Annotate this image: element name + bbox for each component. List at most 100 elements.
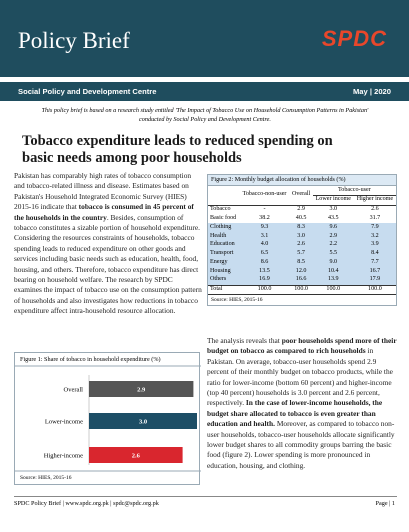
column-header: Higher income [353, 195, 396, 206]
cell: 8.5 [289, 258, 313, 268]
bar [89, 381, 194, 397]
cell: 2.6 [371, 206, 379, 213]
table-row: Education 4.0 2.6 2.2 3.9 [208, 240, 396, 250]
bold-text: tobacco is consumed in 45 percent of the… [14, 202, 194, 222]
right-text: The analysis reveals that poor household… [207, 336, 397, 471]
header-row: Lower income Higher income [208, 195, 396, 206]
cell: 17.9 [353, 275, 396, 286]
cell: 100.0 [239, 284, 290, 295]
cell: 100.0 [353, 284, 396, 295]
cell: 4.0 [239, 240, 290, 250]
text: The analysis reveals that [207, 336, 282, 345]
cell: 7.7 [353, 258, 396, 268]
footer-rule [14, 496, 397, 497]
chart-title: Figure 1: Share of tobacco in household … [20, 356, 161, 363]
text: Moreover, as compared to tobacco non-use… [207, 419, 395, 470]
table-row: Housing 13.5 12.0 10.4 16.7 [208, 267, 396, 276]
category-label: Higher-income [44, 452, 83, 459]
cell: 5.7 [289, 249, 313, 259]
left-text: Pakistan has comparably high rates of to… [14, 171, 202, 317]
cell: 7.9 [353, 223, 396, 232]
logo: SPDC [321, 26, 387, 51]
cell: Tobacco [210, 206, 231, 213]
figure-1: Figure 1: Share of tobacco in household … [14, 352, 201, 485]
cell: 6.5 [239, 249, 290, 259]
cell: 12.0 [289, 267, 313, 276]
cell: 16.7 [353, 267, 396, 276]
bold-text: In the case of lower-income households, … [207, 398, 383, 429]
cell: 3.0 [329, 206, 338, 213]
footer-left: SPDC Policy Brief | www.spdc.org.pk | sp… [14, 500, 159, 507]
table-row: Energy 8.6 8.5 9.0 7.7 [208, 258, 396, 268]
cell: 5.5 [312, 249, 354, 259]
cell: 16.6 [289, 275, 313, 286]
cell: 10.4 [312, 267, 354, 276]
cell: 2.2 [312, 240, 354, 250]
cell: Others [208, 275, 240, 286]
table-row: Total 100.0 100.0 100.0 100.0 [208, 284, 396, 295]
date: May | 2020 [352, 87, 391, 96]
cell: Total [208, 284, 240, 295]
text: . Besides, consumption of tobacco consti… [14, 212, 202, 316]
table-source: Source: HIES, 2015-16 [208, 294, 396, 305]
table-row: Basic food 38.2 40.5 43.5 31.7 [208, 214, 396, 223]
cell: Education [208, 240, 240, 250]
heading: Tobacco expenditure leads to reduced spe… [22, 133, 333, 166]
cell: Basic food [210, 214, 237, 221]
bar [89, 447, 183, 463]
cell: Clothing [208, 223, 240, 232]
bar [89, 413, 197, 429]
category-label: Lower-income [45, 418, 83, 425]
organization: Social Policy and Development Centre [18, 87, 157, 96]
table-row: Tobacco - 2.9 3.0 2.6 [208, 205, 396, 214]
header-cell [208, 186, 240, 206]
cell: 9.6 [312, 223, 354, 232]
cell: 8.3 [289, 223, 313, 232]
value-label: 3.0 [139, 418, 147, 425]
figure-2: Figure 2: Monthly budget allocation of h… [207, 174, 397, 307]
table-title: Figure 2: Monthly budget allocation of h… [208, 175, 396, 186]
cell: 13.9 [312, 275, 354, 286]
table-row: Health 3.1 3.0 2.9 3.2 [208, 231, 396, 241]
table-row: Transport 6.5 5.7 5.5 8.4 [208, 249, 396, 259]
cell: 2.9 [312, 231, 354, 241]
chart-source: Source: HIES, 2015-16 [20, 475, 72, 481]
chart: Figure 1: Share of tobacco in household … [15, 356, 201, 481]
table: Tobacco-non-user Overall Tobacco-user Lower… [208, 186, 396, 295]
value-label: 2.6 [132, 452, 141, 459]
category-label: Overall [64, 386, 84, 393]
cell: Housing [208, 267, 240, 276]
bold-text: poor households spend more of their budg… [207, 336, 397, 356]
cell: 43.5 [327, 214, 339, 221]
table-row: Clothing 9.3 8.3 9.6 7.9 [208, 223, 396, 232]
cell: 100.0 [289, 284, 313, 295]
cell: 3.0 [289, 231, 313, 241]
text: in Pakistan. On average, tobacco-user ho… [207, 346, 393, 408]
info-band [0, 82, 409, 101]
cell: 31.7 [369, 214, 381, 221]
cell: Energy [208, 258, 240, 268]
header-band [0, 0, 409, 77]
value-label: 2.9 [137, 386, 146, 393]
text: Pakistan has comparably high rates of to… [14, 171, 192, 212]
group-header: Tobacco-user [312, 186, 396, 196]
cell: 3.9 [353, 240, 396, 250]
cell: 16.9 [239, 275, 290, 286]
cell: 2.6 [289, 240, 313, 250]
cell: Health [208, 231, 240, 241]
cell: 8.4 [353, 249, 396, 259]
page-title: Policy Brief [18, 28, 130, 53]
table-row: Others 16.9 16.6 13.9 17.9 [208, 275, 396, 286]
note: This policy brief is based on a research… [41, 107, 369, 123]
column-header: Lower income [312, 195, 354, 206]
cell: - [263, 206, 266, 213]
column-header: Tobacco-non-user [239, 186, 290, 206]
cell: 3.2 [353, 231, 396, 241]
header-row: Tobacco-non-user Overall Tobacco-user [208, 186, 396, 206]
cell: 9.0 [312, 258, 354, 268]
cell: 9.3 [239, 223, 290, 232]
column-header: Overall [289, 186, 313, 206]
cell: 8.6 [239, 258, 290, 268]
cell: 38.2 [259, 214, 270, 221]
